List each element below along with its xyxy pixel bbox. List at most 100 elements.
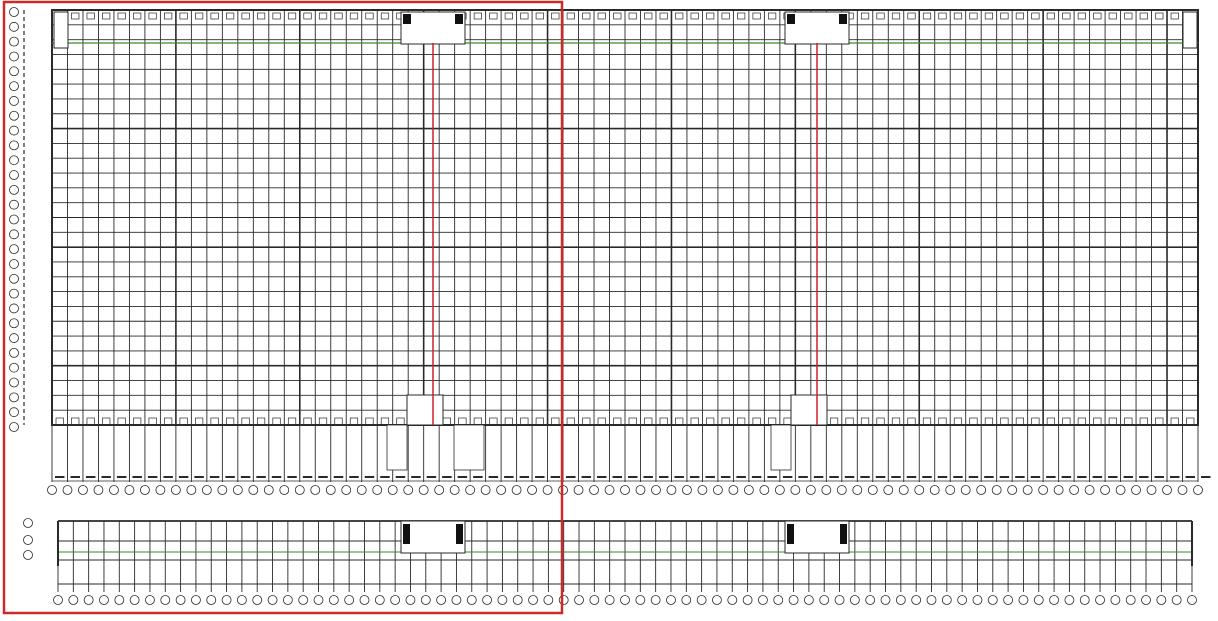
dock-door-top xyxy=(768,12,777,20)
grid-bubble xyxy=(9,21,19,32)
grid-bubble xyxy=(418,485,429,495)
dock-door-top xyxy=(86,12,95,20)
dock-door-bottom xyxy=(226,417,235,426)
grid-bubble xyxy=(497,595,508,605)
dimension-tick xyxy=(844,476,855,478)
dimension-tick xyxy=(906,476,917,478)
highlight-frame xyxy=(2,0,564,615)
dimension-tick xyxy=(1061,476,1072,478)
dock-door-top xyxy=(1000,12,1009,20)
grid-bubble xyxy=(155,485,166,495)
grid-bubble xyxy=(191,595,201,605)
grid-bubble xyxy=(666,485,677,495)
grid-bubble xyxy=(743,485,754,495)
grid-bubble xyxy=(976,485,987,495)
grid-bubble xyxy=(279,485,290,495)
grid-bubble xyxy=(713,485,723,495)
grid-bubble xyxy=(62,485,73,495)
grid-bubble xyxy=(9,155,19,166)
dock-door-bottom xyxy=(1108,417,1117,426)
dimension-tick xyxy=(473,476,483,478)
dock-door-bottom xyxy=(1031,417,1040,426)
grid-bubble xyxy=(819,595,830,605)
dock-door-top xyxy=(1124,12,1133,20)
grid-bubble xyxy=(313,595,324,605)
dimension-tick xyxy=(535,476,545,478)
grid-bubble xyxy=(99,595,109,605)
grid-bubble xyxy=(9,377,19,388)
grid-bubble xyxy=(1125,595,1136,605)
grid-bubble xyxy=(175,595,186,605)
dimension-tick xyxy=(798,476,808,478)
dock-door-top xyxy=(984,12,994,20)
dimension-tick xyxy=(597,476,607,478)
grid-bubble xyxy=(267,595,278,605)
grid-bubble xyxy=(898,485,909,495)
dock-door-bottom xyxy=(256,417,266,426)
dock-door-bottom xyxy=(148,417,157,426)
dimension-tick xyxy=(829,476,839,478)
grid-bubble xyxy=(387,485,398,495)
dimension-tick xyxy=(705,476,715,478)
grid-bubble xyxy=(821,485,832,495)
dimension-tick xyxy=(287,476,297,478)
dock-door-bottom xyxy=(1015,417,1024,426)
grid-bubble xyxy=(635,485,646,495)
dock-door-top xyxy=(473,12,482,20)
dimension-tick xyxy=(271,476,282,478)
dock-door-bottom xyxy=(829,417,839,426)
grid-bubble xyxy=(682,485,692,495)
dock-door-bottom xyxy=(597,417,606,426)
grid-bubble xyxy=(9,347,19,358)
dock-door-top xyxy=(1046,12,1055,20)
grid-bubble xyxy=(1084,485,1095,495)
dock-door-bottom xyxy=(504,417,513,426)
dimension-tick xyxy=(720,476,731,478)
dock-door-bottom xyxy=(473,417,482,426)
dock-door-top xyxy=(1155,12,1164,20)
building-outline xyxy=(51,9,1199,426)
grid-bubble xyxy=(83,595,94,605)
dock-door-bottom xyxy=(737,417,746,426)
grid-bubble xyxy=(9,36,19,47)
grid-bubble xyxy=(248,485,259,495)
stair-block xyxy=(787,524,794,544)
dimension-tick xyxy=(689,476,700,478)
grid-bubble xyxy=(543,595,554,605)
grid-bubble xyxy=(140,485,150,495)
grid-bubble xyxy=(914,485,925,495)
dock-door-top xyxy=(1031,12,1040,20)
grid-bubble xyxy=(9,81,19,92)
grid-bubble xyxy=(880,595,891,605)
grid-bubble xyxy=(759,485,770,495)
grid-bubble xyxy=(727,595,738,605)
grid-bubble xyxy=(1095,595,1105,605)
dimension-tick xyxy=(256,476,266,478)
dock-door-bottom xyxy=(241,417,250,426)
dimension-tick xyxy=(380,476,390,478)
dock-door-bottom xyxy=(768,417,777,426)
grid-bubble xyxy=(895,595,906,605)
dock-door-bottom xyxy=(334,417,343,426)
dock-door-top xyxy=(938,12,947,20)
grid-bubble xyxy=(788,595,799,605)
grid-bubble xyxy=(9,184,19,195)
grid-bubble xyxy=(451,595,462,605)
grid-bubble xyxy=(403,485,414,495)
dock-door-bottom xyxy=(86,417,95,426)
dock-door-top xyxy=(613,12,622,20)
grid-bubble xyxy=(1187,595,1197,605)
dock-door-top xyxy=(628,12,637,20)
grid-bubble xyxy=(294,485,305,495)
grid-bubble xyxy=(1171,595,1182,605)
grid-bubble xyxy=(206,595,217,605)
dimension-tick xyxy=(1092,476,1103,478)
grid-bubble xyxy=(263,485,274,495)
grid-bubble xyxy=(1038,485,1049,495)
dimension-tick xyxy=(1185,476,1195,478)
grid-bubble xyxy=(9,244,19,255)
dock-door-bottom xyxy=(1139,417,1148,426)
dock-door-bottom xyxy=(675,417,684,426)
grid-bubble xyxy=(374,595,385,605)
stair-block xyxy=(839,14,847,24)
